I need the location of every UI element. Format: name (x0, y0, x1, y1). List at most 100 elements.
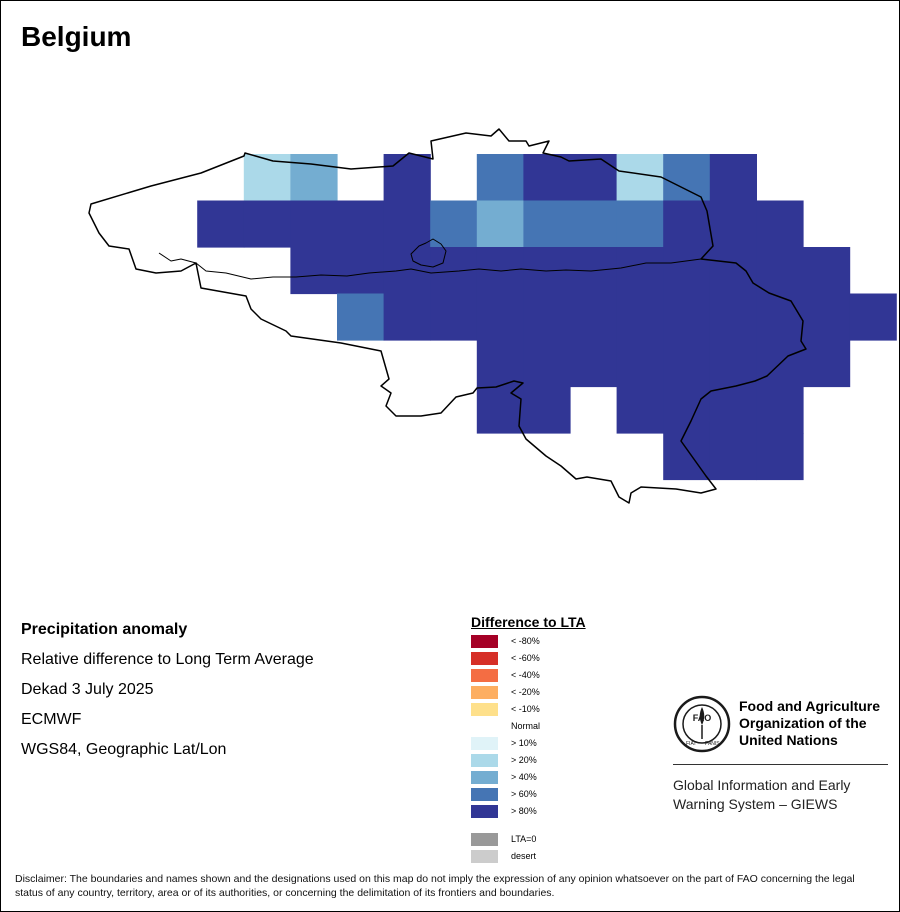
grid-cell (523, 200, 571, 248)
region-divider (158, 252, 702, 280)
grid-cell (616, 247, 664, 295)
grid-cell (570, 154, 618, 202)
grid-cell (430, 247, 478, 295)
grid-cell (709, 433, 757, 481)
legend-swatch (471, 703, 498, 716)
map-source: ECMWF (21, 711, 82, 728)
grid-cell (476, 340, 524, 388)
legend-label: > 10% (511, 738, 537, 748)
grid-cell (709, 386, 757, 434)
fao-emblem-letters: FAO (693, 713, 712, 723)
fao-name-line: United Nations (739, 732, 838, 748)
map-description: Relative difference to Long Term Average (21, 651, 314, 668)
fao-name-line: Organization of the (739, 715, 867, 731)
grid-cell (616, 340, 664, 388)
grid-cell (523, 340, 571, 388)
legend-label: LTA=0 (511, 834, 537, 844)
fao-organization-name: Food and Agriculture Organization of the… (739, 698, 880, 749)
grid-cell (663, 154, 711, 202)
grid-cell (243, 154, 291, 202)
grid-cell (756, 386, 804, 434)
grid-cell (337, 200, 385, 248)
legend-label: < -60% (511, 653, 540, 663)
grid-cell (616, 386, 664, 434)
grid-cell (756, 247, 804, 295)
belgium-outline (88, 128, 807, 504)
grid-cell (523, 386, 571, 434)
legend-swatch (471, 635, 498, 648)
grid-cell (476, 200, 524, 248)
grid-cell (663, 340, 711, 388)
grid-cell (383, 200, 431, 248)
grid-cell (290, 247, 338, 295)
grid-cell (616, 293, 664, 341)
map-product-title: Precipitation anomaly (21, 621, 188, 638)
grid-cell (337, 247, 385, 295)
grid-cell (616, 154, 664, 202)
grid-cell (849, 293, 897, 341)
grid-cell (383, 247, 431, 295)
legend-label: < -20% (511, 687, 540, 697)
legend-normal-label: Normal (511, 721, 541, 731)
grid-cell (756, 433, 804, 481)
legend-swatch (471, 737, 498, 750)
grid-cell (476, 154, 524, 202)
grid-cell (803, 293, 851, 341)
legend-label: desert (511, 851, 537, 861)
grid-cell (803, 340, 851, 388)
giews-name: Global Information and Early Warning Sys… (673, 776, 850, 814)
legend-swatch (471, 805, 498, 818)
fao-emblem-motto-right: PANIS (705, 741, 720, 747)
legend-swatch (471, 652, 498, 665)
grid-cell (290, 154, 338, 202)
grid-cell (709, 340, 757, 388)
grid-cell (709, 247, 757, 295)
map-projection: WGS84, Geographic Lat/Lon (21, 741, 227, 758)
legend-swatch (471, 788, 498, 801)
fao-name-line: Food and Agriculture (739, 698, 881, 714)
legend-title: Difference to LTA (471, 614, 586, 630)
grid-cell (243, 200, 291, 248)
grid-cell (756, 293, 804, 341)
grid-cell (756, 200, 804, 248)
grid-cell (523, 154, 571, 202)
grid-cell (197, 200, 245, 248)
grid-cell (803, 247, 851, 295)
grid-cell (570, 293, 618, 341)
grid-cell (616, 200, 664, 248)
disclaimer-text: Disclaimer: The boundaries and names sho… (15, 873, 855, 899)
legend-swatch (471, 771, 498, 784)
grid-cell (476, 293, 524, 341)
legend-label: < -40% (511, 670, 540, 680)
grid-cell (430, 200, 478, 248)
giews-line: Global Information and Early (673, 777, 851, 793)
grid-cell (523, 293, 571, 341)
legend-swatch (471, 833, 498, 846)
grid-cell (383, 293, 431, 341)
anomaly-map (88, 128, 897, 504)
grid-cell (709, 200, 757, 248)
legend-swatch (471, 754, 498, 767)
legend-label: > 80% (511, 806, 537, 816)
legend-label: > 20% (511, 755, 537, 765)
grid-cell (570, 340, 618, 388)
grid-cell (430, 293, 478, 341)
legend-swatch (471, 669, 498, 682)
country-boundary (88, 128, 807, 504)
grid-cell (337, 293, 385, 341)
grid-cell (663, 293, 711, 341)
fao-divider (673, 764, 888, 765)
grid-cell (663, 200, 711, 248)
legend-label: < -80% (511, 636, 540, 646)
brussels-outline (410, 238, 447, 268)
grid-cell (476, 386, 524, 434)
grid-cell (290, 200, 338, 248)
grid-cell (663, 386, 711, 434)
map-period: Dekad 3 July 2025 (21, 681, 154, 698)
legend-swatch (471, 850, 498, 863)
giews-line: Warning System – GIEWS (673, 796, 838, 812)
grid-cell (709, 154, 757, 202)
grid-cell (709, 293, 757, 341)
grid-cell (570, 200, 618, 248)
